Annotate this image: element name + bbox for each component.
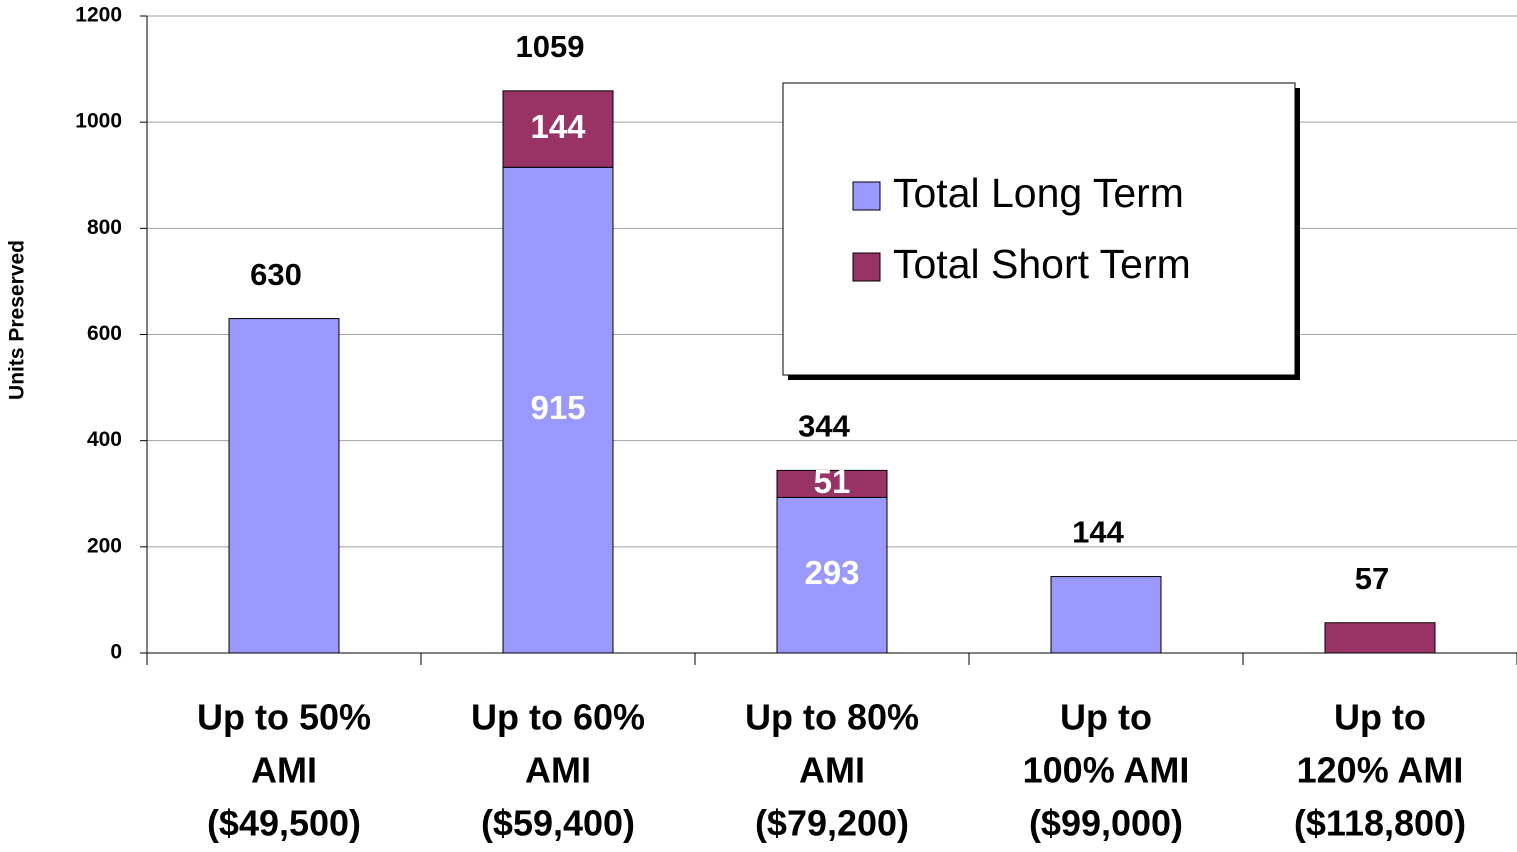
legend-swatch xyxy=(852,181,881,211)
y-axis-label: Units Preserved xyxy=(6,240,29,400)
x-tick-label: ($118,800) xyxy=(1294,803,1466,844)
segment-label: 51 xyxy=(814,463,851,500)
total-label: 344 xyxy=(798,409,850,444)
y-tick-label: 200 xyxy=(87,534,122,557)
x-tick-label: AMI xyxy=(799,750,865,791)
x-tick-label: AMI xyxy=(251,750,317,791)
total-label: 144 xyxy=(1072,515,1124,550)
x-tick-label: Up to 80% xyxy=(745,697,919,738)
bar-segment xyxy=(502,90,614,168)
x-tick-label: AMI xyxy=(525,750,591,791)
x-tick-label: Up to 60% xyxy=(471,697,645,738)
legend-swatch xyxy=(852,252,881,282)
segment-label: 915 xyxy=(530,389,585,426)
x-tick-label: 100% AMI xyxy=(1023,750,1190,791)
total-label: 630 xyxy=(250,257,302,292)
x-tick-label: Up to xyxy=(1060,697,1152,738)
segment-label: 144 xyxy=(530,108,586,145)
y-tick-label: 1200 xyxy=(75,4,122,27)
legend-label: Total Long Term xyxy=(893,170,1184,216)
x-tick-label: ($49,500) xyxy=(207,803,361,844)
legend-label: Total Short Term xyxy=(893,241,1191,287)
x-tick-label: ($99,000) xyxy=(1029,803,1183,844)
x-tick-label: Up to xyxy=(1334,697,1426,738)
y-tick-label: 0 xyxy=(110,641,122,664)
total-label: 57 xyxy=(1355,561,1389,596)
x-tick-label: Up to 50% xyxy=(197,697,371,738)
x-tick-label: ($59,400) xyxy=(481,803,635,844)
y-tick-label: 800 xyxy=(87,216,122,239)
legend-box xyxy=(782,82,1296,376)
bar-segment xyxy=(228,318,340,654)
y-tick-label: 600 xyxy=(87,322,122,345)
bar-segment xyxy=(776,496,888,654)
segment-label: 293 xyxy=(804,554,859,591)
bar-segment xyxy=(776,469,888,498)
y-tick-label: 400 xyxy=(87,428,122,451)
bar-segment xyxy=(1050,576,1162,654)
x-tick-label: 120% AMI xyxy=(1297,750,1464,791)
total-label: 1059 xyxy=(516,29,585,64)
bar-segment xyxy=(502,166,614,654)
bar-segment xyxy=(1324,622,1436,654)
x-tick-label: ($79,200) xyxy=(755,803,909,844)
y-tick-label: 1000 xyxy=(75,110,122,133)
legend: Total Long Term Total Short Term xyxy=(782,82,1300,380)
